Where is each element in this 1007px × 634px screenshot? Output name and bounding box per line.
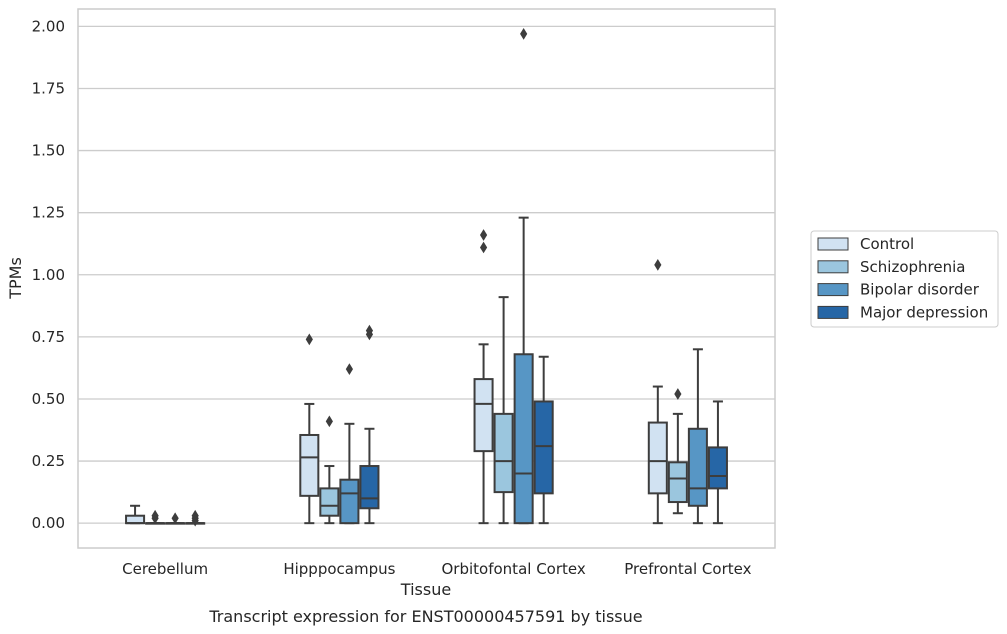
box-control-3: [647, 258, 668, 525]
box-body: [493, 412, 514, 494]
outlier-point: [654, 258, 662, 271]
outlier-point: [479, 241, 488, 254]
outlier-point: [171, 512, 179, 525]
box-major-depression-2: [533, 355, 554, 525]
box-bipolar-disorder-2: [513, 27, 534, 525]
box-body: [299, 433, 320, 497]
y-tick-label: 1.25: [32, 204, 65, 222]
box-major-depression-3: [707, 400, 728, 525]
box-schizophrenia-3: [667, 388, 688, 515]
y-tick-label: 2.00: [32, 17, 65, 35]
outlier-point: [365, 324, 374, 337]
x-tick-label: Hipppocampus: [283, 560, 395, 578]
boxes-layer: [125, 27, 728, 527]
box-bipolar-disorder-3: [687, 348, 708, 525]
box-schizophrenia-1: [319, 415, 340, 525]
box-body: [533, 400, 554, 495]
y-tick-label: 0.50: [32, 390, 65, 408]
box-body: [125, 514, 146, 525]
x-axis-label: Tissue: [400, 580, 451, 599]
box-schizophrenia-0: [145, 509, 166, 525]
outlier-point: [345, 363, 353, 376]
outlier-point: [325, 415, 333, 428]
outlier-point: [520, 27, 528, 40]
box-bipolar-disorder-0: [165, 512, 186, 525]
box-body: [667, 461, 688, 504]
box-body: [339, 478, 360, 525]
outlier-point: [479, 229, 488, 241]
box-control-1: [299, 333, 320, 525]
box-major-depression-1: [359, 324, 380, 525]
y-tick-label: 1.50: [32, 142, 65, 160]
legend-swatch: [817, 283, 849, 297]
legend-label: Bipolar disorder: [860, 281, 980, 299]
legend-swatch: [817, 260, 849, 274]
legend-label: Control: [860, 235, 914, 253]
outlier-point: [674, 388, 682, 400]
outlier-point: [305, 333, 313, 346]
plot-frame: [77, 8, 776, 549]
legend-swatch: [817, 237, 849, 251]
box-body: [513, 353, 534, 525]
y-tick-label: 1.75: [32, 79, 65, 97]
y-tick-label: 1.00: [32, 266, 65, 284]
outlier-point: [191, 509, 199, 522]
box-bipolar-disorder-1: [339, 363, 360, 525]
legend-swatch: [817, 305, 849, 319]
box-body: [647, 421, 668, 495]
y-tick-label: 0.75: [32, 328, 65, 346]
box-body: [473, 378, 494, 453]
legend-label: Major depression: [860, 303, 988, 321]
legend-label: Schizophrenia: [860, 258, 965, 276]
y-tick-labels: 0.00 0.25 0.50 0.75 1.00 1.25 1.50 1.75 2.00: [32, 17, 65, 532]
outlier-point: [151, 509, 159, 522]
box-body: [687, 427, 708, 507]
box-body: [359, 465, 380, 510]
box-control-0: [125, 504, 146, 525]
y-tick-label: 0.00: [32, 514, 65, 532]
y-axis-label: TPMs: [6, 257, 25, 300]
gridlines: [78, 25, 775, 524]
figure-caption: Transcript expression for ENST0000045759…: [208, 607, 642, 626]
x-tick-labels: Cerebellum Hipppocampus Orbitofontal Corte…: [122, 560, 751, 578]
legend: Control Schizophrenia Bipolar disorder Majo…: [810, 230, 999, 328]
x-tick-label: Prefrontal Cortex: [624, 560, 751, 578]
box-body: [707, 446, 728, 490]
box-major-depression-0: [185, 509, 206, 527]
box-control-2: [473, 229, 494, 525]
x-tick-label: Orbitofontal Cortex: [442, 560, 586, 578]
x-tick-label: Cerebellum: [122, 560, 208, 578]
legend-frame: [810, 230, 999, 328]
box-schizophrenia-2: [493, 296, 514, 525]
box-body: [319, 487, 340, 517]
y-tick-label: 0.25: [32, 452, 65, 470]
